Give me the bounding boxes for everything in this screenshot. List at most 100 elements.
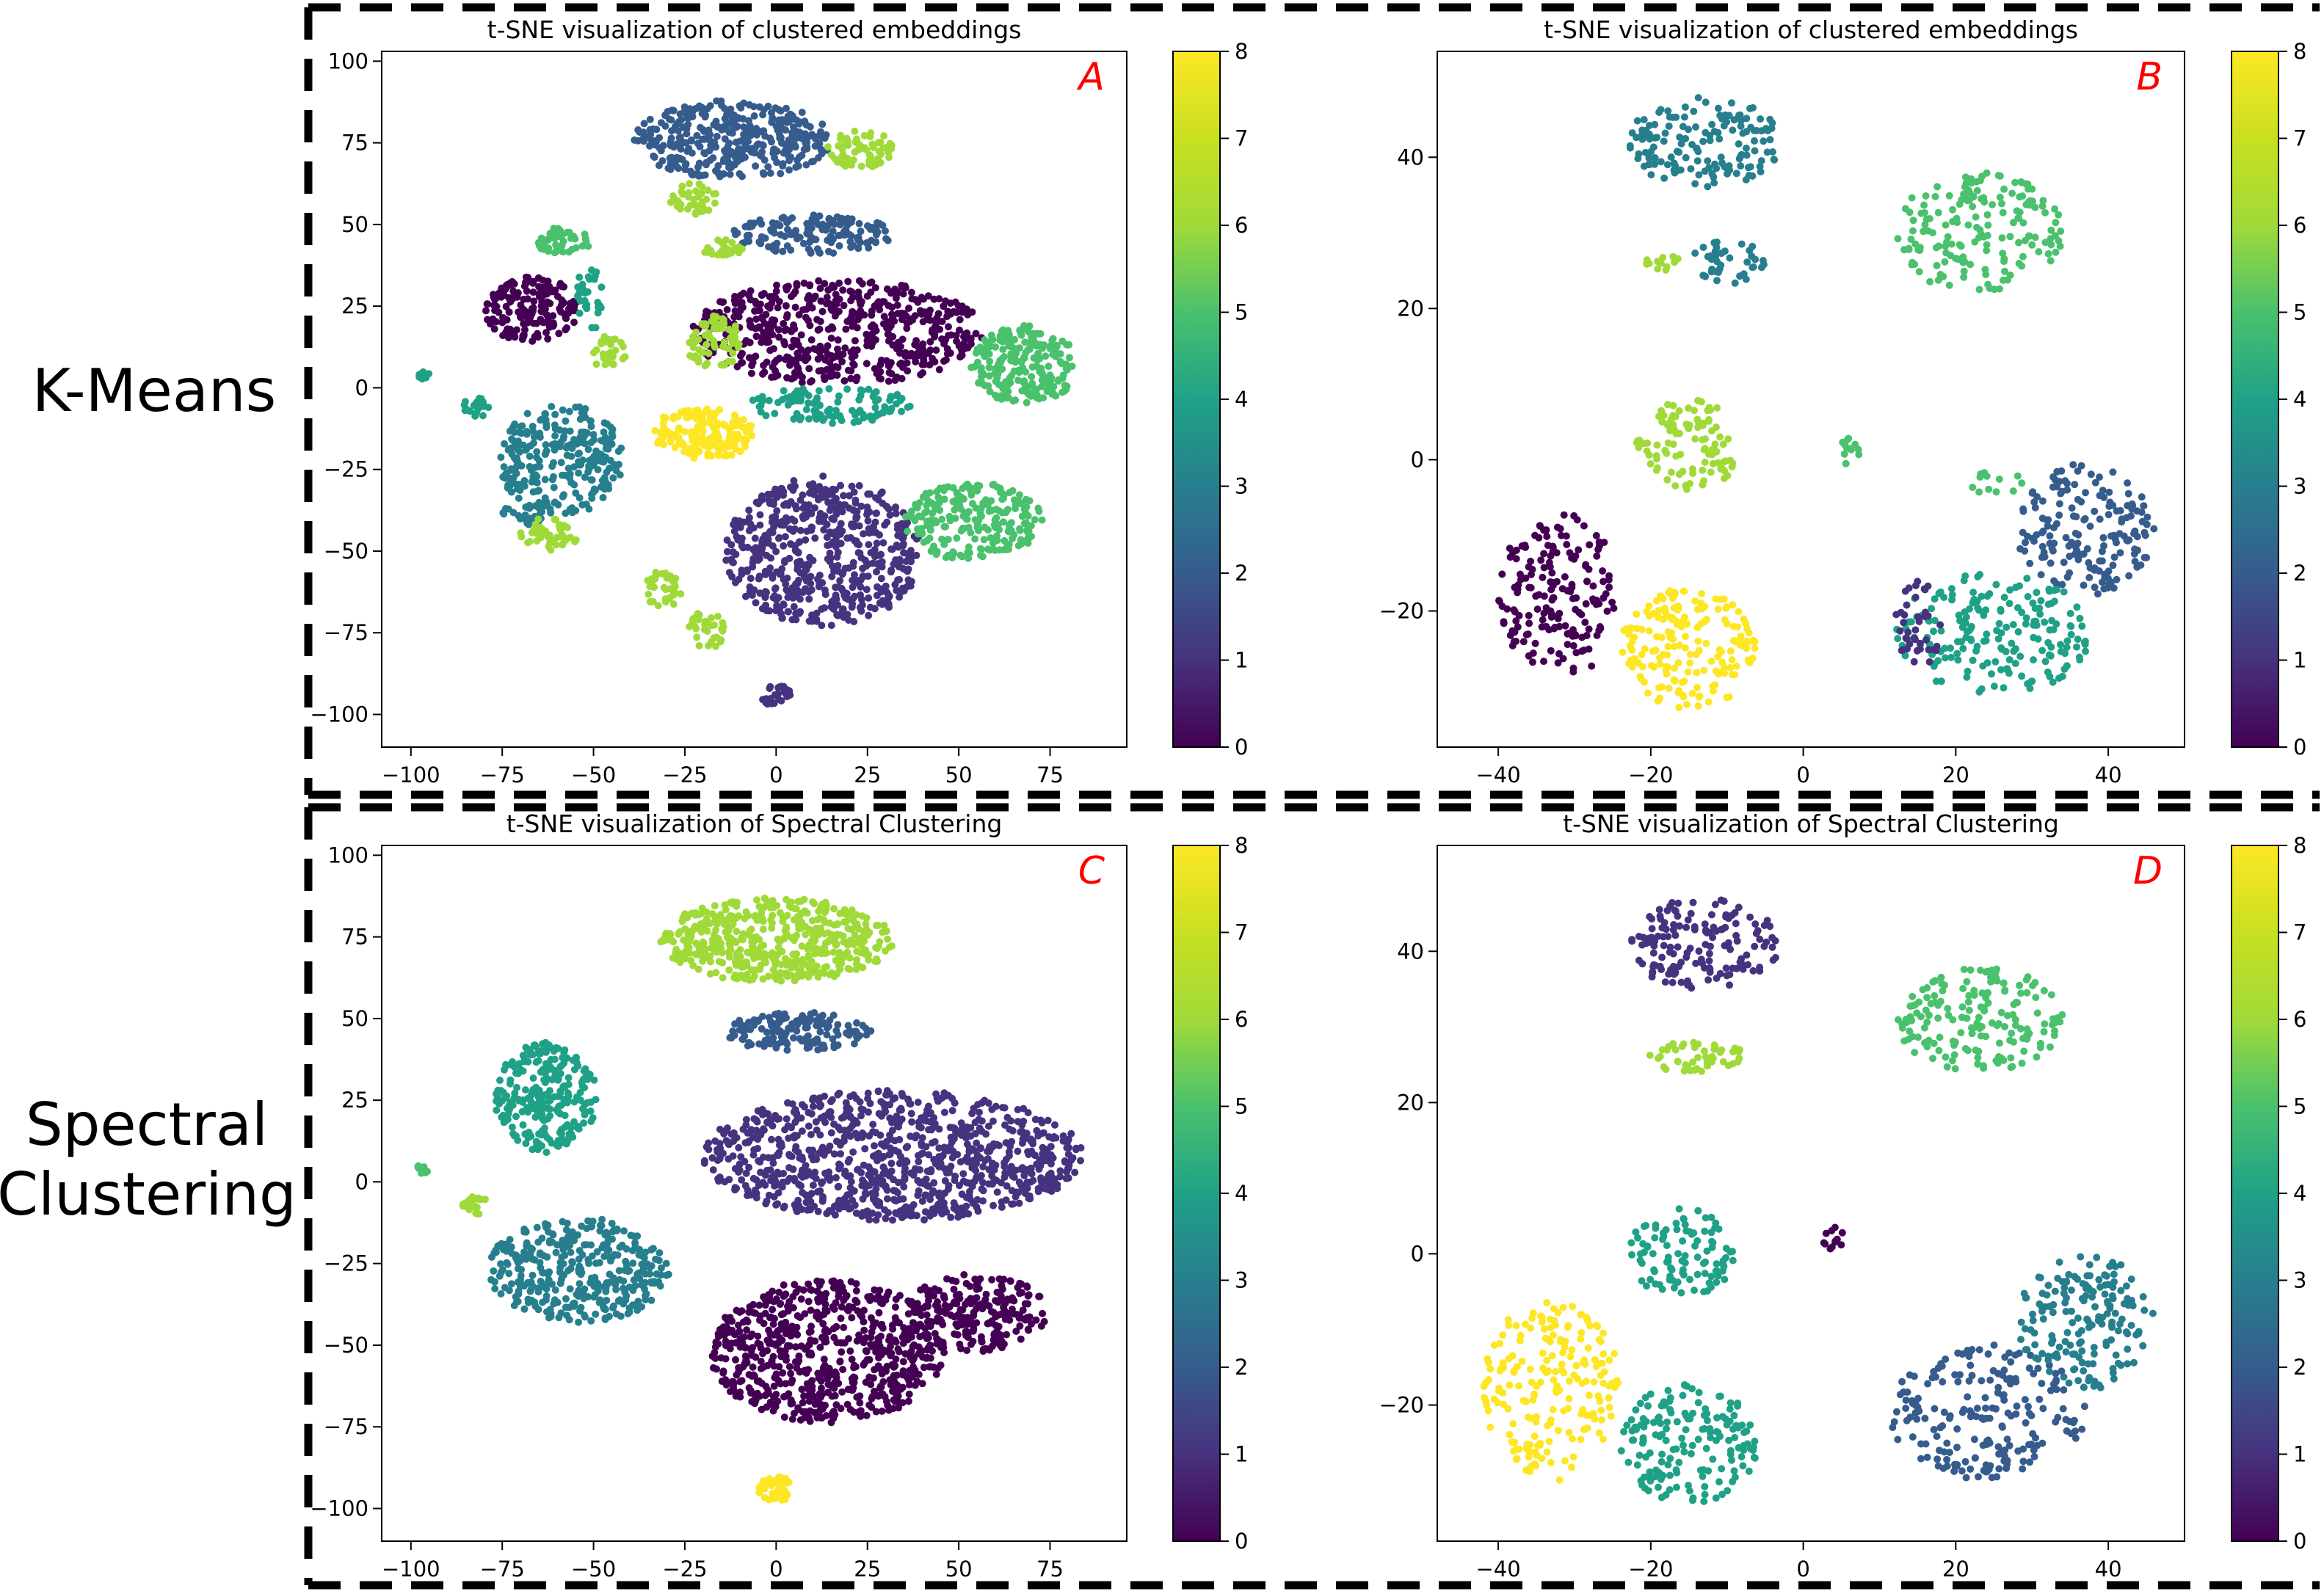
data-point [1683, 700, 1691, 708]
data-point [2109, 561, 2117, 569]
data-point [552, 241, 560, 249]
data-point [678, 439, 686, 447]
data-point [846, 238, 854, 246]
data-point [707, 247, 715, 255]
data-point [2091, 507, 2099, 515]
data-point [885, 600, 893, 608]
data-point [992, 514, 1001, 522]
data-point [659, 419, 667, 427]
data-point [1841, 441, 1849, 449]
data-point [956, 316, 964, 324]
data-point [1974, 604, 1982, 612]
data-point [703, 627, 711, 635]
data-point [757, 942, 765, 950]
data-point [887, 370, 896, 378]
data-point [892, 400, 900, 408]
data-point [719, 299, 727, 306]
data-point [2013, 207, 2021, 215]
data-point [1942, 249, 1950, 257]
data-point [534, 330, 542, 338]
data-point [799, 514, 807, 523]
data-point [1599, 567, 1607, 575]
colorbar-tick-label: 3 [2293, 474, 2306, 499]
data-point [704, 186, 712, 194]
data-point [1705, 164, 1713, 172]
data-point [1550, 578, 1558, 586]
data-point [1627, 656, 1635, 664]
data-point [2030, 498, 2038, 506]
data-point [794, 576, 802, 584]
data-point [1700, 445, 1708, 454]
data-point [691, 338, 699, 346]
data-point [2098, 547, 2106, 556]
data-point [883, 589, 891, 597]
data-point [930, 295, 938, 303]
data-point [799, 306, 807, 314]
data-point [2074, 467, 2082, 475]
data-point [980, 536, 988, 544]
data-point [1619, 648, 1627, 656]
data-point [793, 337, 801, 345]
data-point [1058, 388, 1067, 396]
data-point [898, 316, 906, 324]
data-point [899, 290, 907, 298]
data-point [791, 517, 799, 525]
colorbar-tick-label: 5 [2293, 300, 2306, 325]
data-point [805, 595, 813, 603]
data-point [2049, 483, 2057, 491]
data-point [885, 377, 893, 385]
data-point [2069, 461, 2077, 469]
data-point [731, 322, 739, 330]
data-point [752, 125, 760, 132]
data-point [2074, 531, 2082, 539]
data-point [2041, 208, 2049, 216]
data-point [559, 248, 567, 256]
data-point [1713, 244, 1721, 252]
data-point [2023, 575, 2031, 583]
cluster-4 [701, 236, 746, 259]
data-point [1549, 542, 1557, 550]
data-point [905, 305, 912, 312]
data-point [1645, 161, 1653, 169]
data-point [1578, 647, 1586, 655]
data-point [1710, 128, 1718, 136]
data-point [2021, 547, 2029, 555]
data-point [1653, 441, 1661, 449]
data-point [844, 964, 852, 972]
data-point [988, 506, 996, 514]
data-point [1667, 468, 1675, 476]
data-point [772, 607, 780, 614]
data-point [2083, 545, 2091, 553]
data-point [2049, 473, 2058, 481]
data-point [835, 242, 843, 250]
data-point [570, 463, 578, 471]
data-point [739, 518, 747, 526]
data-point [938, 515, 946, 523]
data-point [1560, 511, 1568, 519]
data-point [1651, 160, 1659, 168]
data-point [865, 525, 873, 533]
data-point [1983, 211, 1991, 219]
data-point [854, 236, 862, 244]
data-point [611, 461, 619, 469]
data-point [714, 161, 722, 170]
data-point [885, 148, 893, 156]
data-point [847, 374, 855, 382]
data-point [956, 326, 963, 334]
data-point [987, 343, 995, 351]
data-point [829, 307, 837, 315]
data-point [758, 233, 766, 241]
data-point [957, 342, 965, 350]
data-point [2019, 252, 2027, 261]
data-point [578, 409, 586, 417]
data-point [838, 508, 846, 516]
data-point [876, 531, 883, 539]
data-point [769, 498, 777, 506]
data-point [1661, 446, 1669, 454]
data-point [998, 392, 1005, 400]
data-point [2081, 637, 2089, 645]
data-point [1969, 203, 1977, 211]
data-point [1695, 693, 1703, 701]
data-point [1947, 585, 1956, 593]
data-point [2076, 656, 2084, 664]
